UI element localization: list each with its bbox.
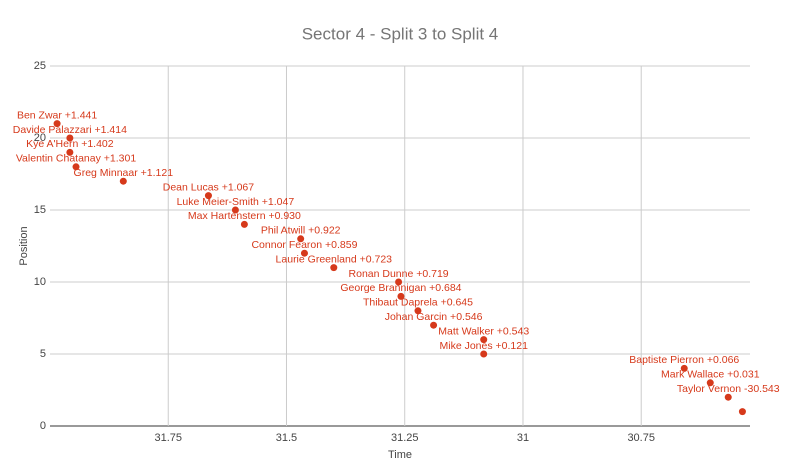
point-label: Ronan Dunne +0.719 — [349, 268, 449, 280]
point — [430, 321, 438, 329]
x-axis-label: Time — [388, 449, 412, 461]
x-tick-label: 30.75 — [627, 432, 655, 444]
point-label: Valentin Chatanay +1.301 — [16, 153, 137, 165]
point-label: Johan Garcin +0.546 — [385, 311, 483, 323]
point-label: Matt Walker +0.543 — [438, 325, 529, 337]
point-label: Baptiste Pierron +0.066 — [629, 354, 739, 366]
point — [231, 206, 239, 214]
point-label: Luke Meier-Smith +1.047 — [177, 196, 295, 208]
point — [66, 148, 74, 156]
point-label: Mark Wallace +0.031 — [661, 369, 760, 381]
point-label: Davide Palazzari +1.414 — [13, 124, 127, 136]
point — [204, 192, 212, 200]
y-tick-label: 20 — [34, 132, 46, 144]
point — [738, 408, 746, 416]
point-label: Ben Zwar +1.441 — [17, 109, 97, 121]
point — [300, 249, 308, 257]
y-tick-label: 10 — [34, 276, 46, 288]
point — [680, 364, 688, 372]
point-label: Laurie Greenland +0.723 — [276, 253, 393, 265]
y-axis-label: Position — [18, 226, 30, 265]
point-label: Connor Fearon +0.859 — [251, 239, 357, 251]
point-label: Max Hartenstern +0.930 — [188, 210, 301, 222]
point-label: Greg Minnaar +1.121 — [74, 167, 174, 179]
point-label: George Brannigan +0.684 — [340, 282, 461, 294]
y-tick-label: 25 — [34, 60, 46, 72]
point — [395, 278, 403, 286]
x-tick-label: 31 — [517, 432, 529, 444]
point — [706, 379, 714, 387]
point-label: Mike Jones +0.121 — [439, 340, 528, 352]
point — [480, 336, 488, 344]
point — [480, 350, 488, 358]
point — [72, 163, 80, 171]
point — [53, 120, 61, 128]
x-tick-label: 31.25 — [391, 432, 419, 444]
point — [240, 220, 248, 228]
point — [330, 264, 338, 272]
point — [397, 292, 405, 300]
chart-title: Sector 4 - Split 3 to Split 4 — [302, 24, 499, 43]
point — [414, 307, 422, 315]
point — [66, 134, 74, 142]
y-tick-label: 15 — [34, 204, 46, 216]
x-tick-label: 31.5 — [276, 432, 297, 444]
point-label: Thibaut Daprela +0.645 — [363, 297, 473, 309]
point — [297, 235, 305, 243]
y-tick-label: 5 — [40, 348, 46, 360]
point-label: Dean Lucas +1.067 — [163, 181, 255, 193]
point-label: Kye A'Hern +1.402 — [26, 138, 114, 150]
y-tick-label: 0 — [40, 420, 46, 432]
point-label: Phil Atwill +0.922 — [261, 225, 341, 237]
point — [724, 393, 732, 401]
point-label: Taylor Vernon -30.543 — [677, 383, 780, 395]
point — [119, 177, 127, 185]
x-tick-label: 31.75 — [154, 432, 182, 444]
